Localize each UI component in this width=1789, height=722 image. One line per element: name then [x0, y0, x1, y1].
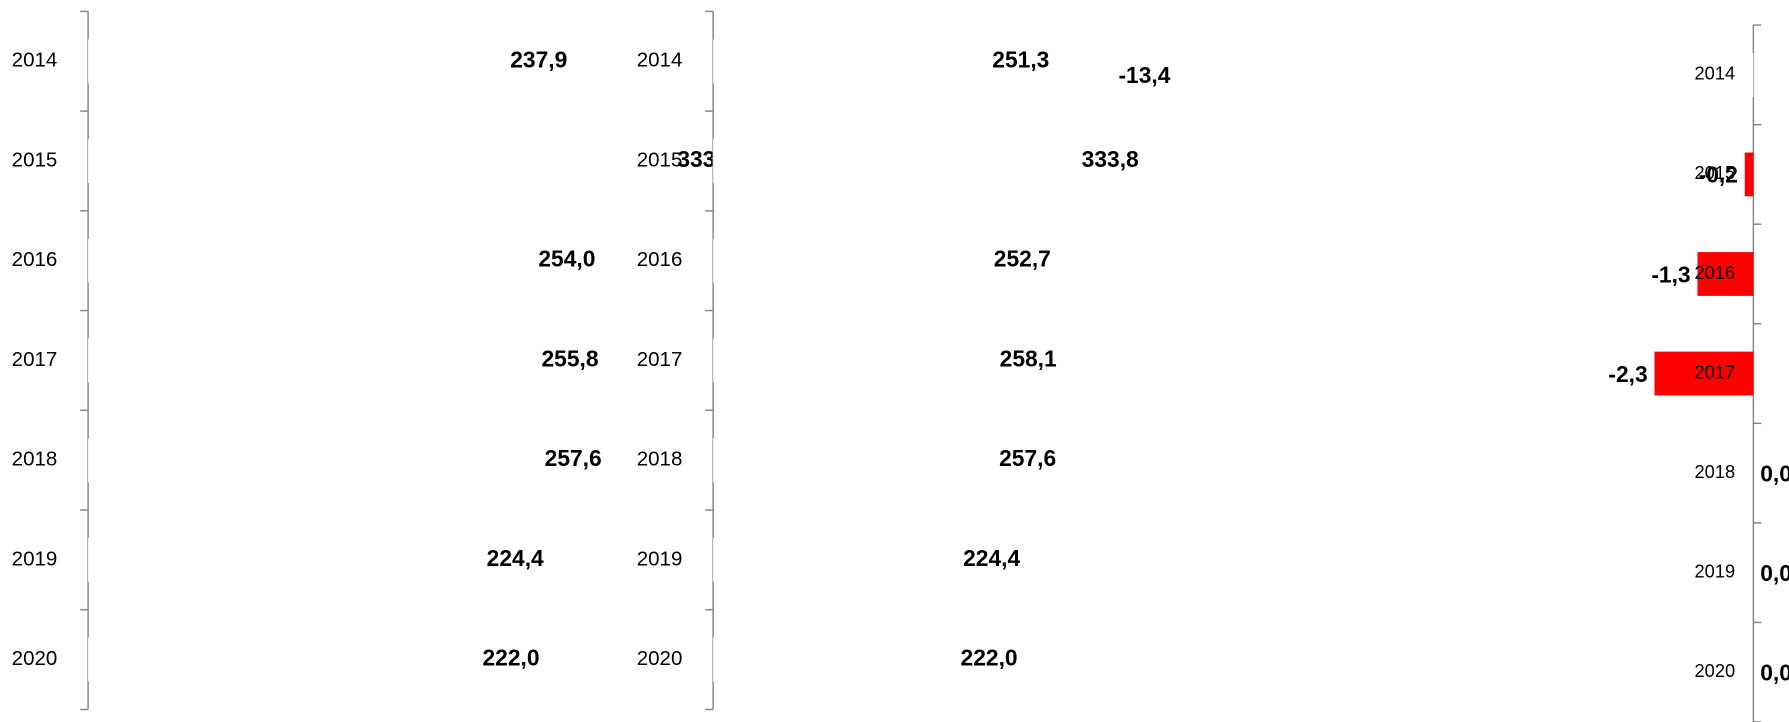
bar: [88, 637, 476, 682]
category-label: 2020: [637, 647, 683, 670]
category-label: 2016: [1695, 262, 1736, 283]
bar: [713, 39, 986, 84]
category-label: 2018: [12, 448, 58, 471]
category-label: 2019: [1695, 560, 1736, 581]
category-label: 2017: [1695, 361, 1736, 382]
data-label: -2,3: [1608, 361, 1647, 387]
bar: [713, 537, 957, 582]
data-label: 333,8: [1082, 146, 1139, 172]
category-label: 2014: [637, 49, 683, 72]
bar: [713, 338, 993, 383]
data-label: -0,2: [1699, 162, 1738, 188]
category-label: 2015: [1695, 162, 1736, 183]
data-label: 255,8: [542, 345, 599, 371]
data-label: 251,3: [992, 46, 1049, 72]
data-label: 222,0: [961, 645, 1018, 671]
category-label: 2016: [637, 248, 683, 271]
data-label: 252,7: [994, 246, 1051, 272]
data-label: 257,6: [545, 445, 602, 471]
category-label: 2019: [637, 547, 683, 570]
category-label: 2018: [1695, 461, 1736, 482]
bar: [88, 39, 504, 84]
category-label: 2020: [12, 647, 58, 670]
category-label: 2019: [12, 547, 58, 570]
data-label: 258,1: [1000, 345, 1057, 371]
bar: [88, 238, 532, 283]
data-label: 222,0: [482, 645, 539, 671]
bar: [713, 637, 954, 682]
category-label: 2017: [12, 348, 58, 371]
category-label: 2017: [637, 348, 683, 371]
category-label: 2018: [637, 448, 683, 471]
category-label: 2020: [1695, 660, 1736, 681]
data-label: 224,4: [487, 545, 544, 571]
data-label: 237,9: [510, 46, 567, 72]
bar: [1177, 52, 1754, 97]
bar: [1744, 152, 1754, 197]
bar: [1697, 252, 1754, 296]
data-label: 0,0: [1760, 660, 1789, 686]
bar: [713, 139, 1075, 183]
data-label: 254,0: [538, 246, 595, 272]
data-label: 224,4: [963, 545, 1020, 571]
data-label: -13,4: [1118, 62, 1170, 88]
bar: [88, 139, 671, 183]
category-label: 2014: [12, 49, 58, 72]
category-label: 2015: [637, 148, 683, 171]
bar: [88, 338, 535, 383]
bar: [713, 238, 987, 283]
category-label: 2016: [12, 248, 58, 271]
data-label: 0,0: [1760, 560, 1789, 586]
bar: [88, 537, 480, 582]
data-label: 257,6: [999, 445, 1056, 471]
data-label: 0,0: [1760, 460, 1789, 486]
category-label: 2014: [1695, 63, 1736, 84]
bar: [1654, 351, 1754, 396]
bar: [713, 438, 993, 483]
bar: [88, 438, 538, 483]
category-label: 2015: [12, 148, 58, 171]
data-label: -1,3: [1651, 261, 1690, 287]
